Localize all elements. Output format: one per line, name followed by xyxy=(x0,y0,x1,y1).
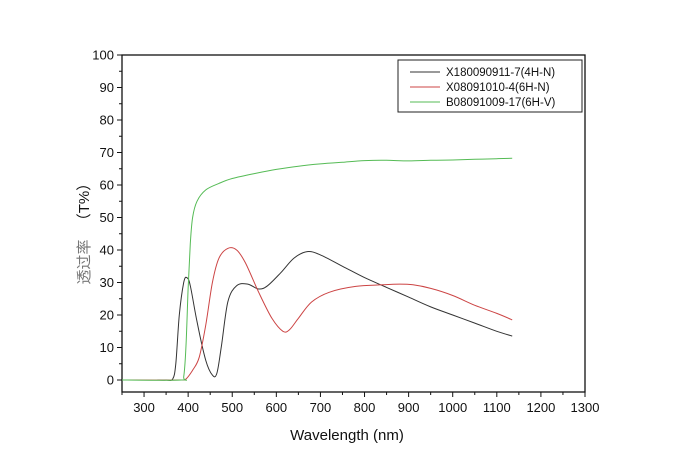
x-axis-title: Wavelength (nm) xyxy=(290,427,404,444)
series-line-2 xyxy=(121,247,513,381)
legend-item-3: B08091009-17(6H-V) xyxy=(410,97,555,109)
y-tick-label: 40 xyxy=(100,243,114,258)
legend-item-2: X08091010-4(6H-N) xyxy=(410,82,550,94)
legend-item-1: X180090911-7(4H-N) xyxy=(410,67,555,79)
y-axis-title: 透过率 （T%） xyxy=(75,176,93,285)
y-tick-label: 100 xyxy=(92,48,114,63)
x-tick-label: 900 xyxy=(398,400,420,415)
legend-box xyxy=(397,59,583,113)
y-axis-title-en: （T%） xyxy=(76,176,93,229)
x-tick-label: 500 xyxy=(221,400,243,415)
y-tick-label: 60 xyxy=(100,178,114,193)
y-tick-label: 0 xyxy=(107,373,114,388)
x-tick-label: 1300 xyxy=(571,400,600,415)
x-tick-label: 300 xyxy=(133,400,155,415)
legend-label-1: X180090911-7(4H-N) xyxy=(446,67,555,79)
y-tick-label: 50 xyxy=(100,210,114,225)
y-tick-label: 10 xyxy=(100,340,114,355)
x-tick-label: 700 xyxy=(310,400,332,415)
legend: X180090911-7(4H-N) X08091010-4(6H-N) B08… xyxy=(397,59,583,113)
x-tick-label: 600 xyxy=(265,400,287,415)
legend-label-3: B08091009-17(6H-V) xyxy=(446,97,555,109)
x-tick-label: 400 xyxy=(177,400,199,415)
series-line-3 xyxy=(121,157,513,381)
x-axis-ticks: 300 400 500 600 700 800 900 1000 1100 1200 1300 xyxy=(121,392,600,415)
x-tick-label: 1200 xyxy=(526,400,555,415)
y-axis-title-cn: 透过率 xyxy=(75,239,93,284)
y-tick-label: 70 xyxy=(100,145,114,160)
legend-label-2: X08091010-4(6H-N) xyxy=(446,82,550,94)
plot-area-border xyxy=(121,54,586,393)
y-tick-label: 30 xyxy=(100,275,114,290)
y-tick-label: 90 xyxy=(100,80,114,95)
x-tick-label: 800 xyxy=(354,400,376,415)
plot-frame xyxy=(121,54,586,393)
y-tick-label: 20 xyxy=(100,308,114,323)
x-tick-label: 1100 xyxy=(483,400,511,415)
y-axis-ticks: 0 10 20 30 40 50 60 70 80 90 100 xyxy=(92,48,122,388)
x-tick-label: 1000 xyxy=(438,400,467,415)
series-layer xyxy=(121,157,513,381)
y-tick-label: 80 xyxy=(100,113,114,128)
series-line-1 xyxy=(157,250,513,381)
